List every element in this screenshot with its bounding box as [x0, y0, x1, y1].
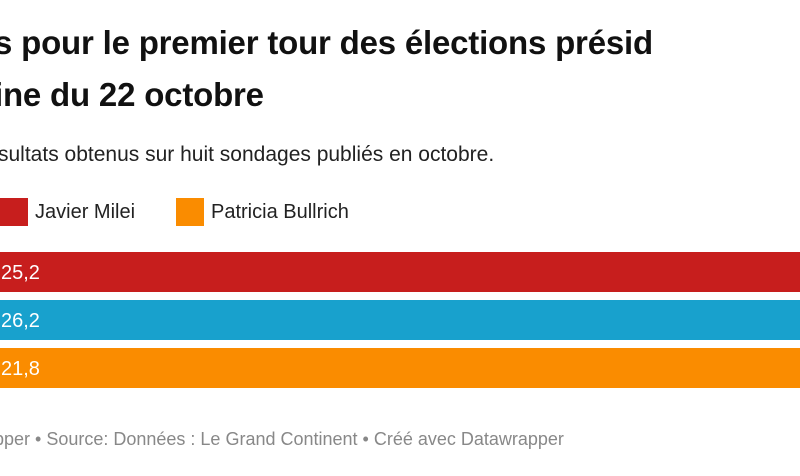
bar-chart: 25,2 26,2 21,8 [0, 252, 800, 388]
legend-item-milei: Javier Milei [0, 198, 135, 226]
chart-title-line-2: ine du 22 octobre [0, 76, 264, 113]
legend-item-bullrich: Patricia Bullrich [176, 198, 349, 226]
legend-label: Patricia Bullrich [211, 200, 349, 223]
bar-value-label: 26,2 [1, 310, 40, 332]
bar-value-label: 25,2 [1, 262, 40, 284]
bar-0 [0, 252, 800, 292]
chart-subtitle: sultats obtenus sur huit sondages publié… [0, 143, 495, 166]
legend-swatch-bullrich [176, 198, 204, 226]
legend-swatch-milei [0, 198, 28, 226]
chart-title-line-1: s pour le premier tour des élections pré… [0, 24, 653, 61]
legend-label: Javier Milei [35, 200, 136, 223]
bar-value-label: 21,8 [1, 358, 40, 380]
bar-1 [0, 300, 800, 340]
bar-2 [0, 348, 800, 388]
chart-footer: pper • Source: Données : Le Grand Contin… [0, 429, 564, 449]
